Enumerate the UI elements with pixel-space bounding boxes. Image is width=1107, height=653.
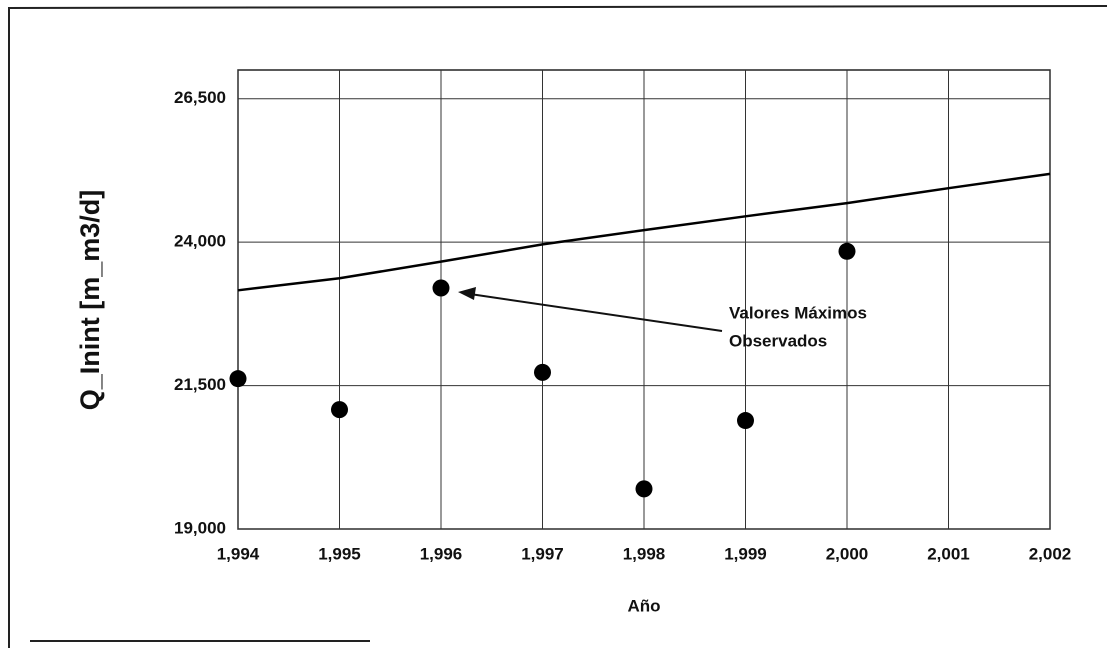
x-tick-label: 2,001 (927, 544, 970, 563)
annotation-arrowhead (458, 287, 476, 300)
data-point (229, 370, 247, 388)
x-tick-label: 1,994 (217, 544, 260, 563)
data-point (737, 412, 754, 430)
y-tick-label: 19,000 (174, 518, 226, 537)
data-point (331, 401, 348, 419)
x-tick-label: 1,997 (521, 544, 564, 563)
x-tick-label: 1,998 (623, 544, 666, 563)
annotation-text: Valores Máximos (729, 303, 867, 322)
trend-line (237, 172, 1051, 292)
x-tick-label: 2,002 (1029, 544, 1072, 563)
x-tick-label: 1,999 (724, 544, 767, 563)
x-axis-label: Año (627, 596, 660, 615)
frame-top (7, 5, 1107, 9)
x-tick-label: 1,995 (318, 544, 361, 563)
x-tick-label: 2,000 (826, 544, 869, 563)
y-tick-label: 26,500 (174, 88, 226, 107)
y-tick-label: 21,500 (174, 375, 226, 394)
annotation-arrow (469, 293, 723, 332)
data-point (838, 242, 856, 260)
data-point (432, 279, 450, 297)
y-tick-label: 24,000 (174, 232, 226, 251)
x-tick-label: 1,996 (420, 544, 463, 563)
data-point (635, 480, 653, 498)
annotation-text: Observados (729, 331, 827, 350)
y-axis-label: Q_Inint [m_m3/d] (75, 190, 105, 411)
data-point (534, 363, 551, 381)
